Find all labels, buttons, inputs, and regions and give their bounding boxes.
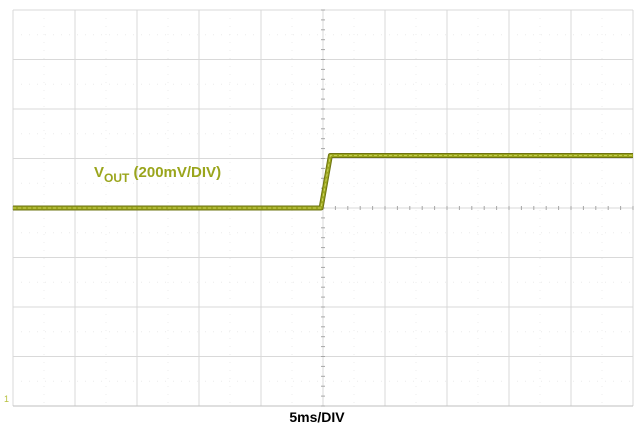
x-axis-label: 5ms/DIV bbox=[289, 409, 345, 425]
trace-layer bbox=[13, 153, 633, 211]
series-label: VOUT (200mV/DIV) bbox=[94, 164, 222, 185]
channel-marker: 1 bbox=[4, 394, 10, 404]
trace-noise-highlight bbox=[13, 155, 633, 209]
